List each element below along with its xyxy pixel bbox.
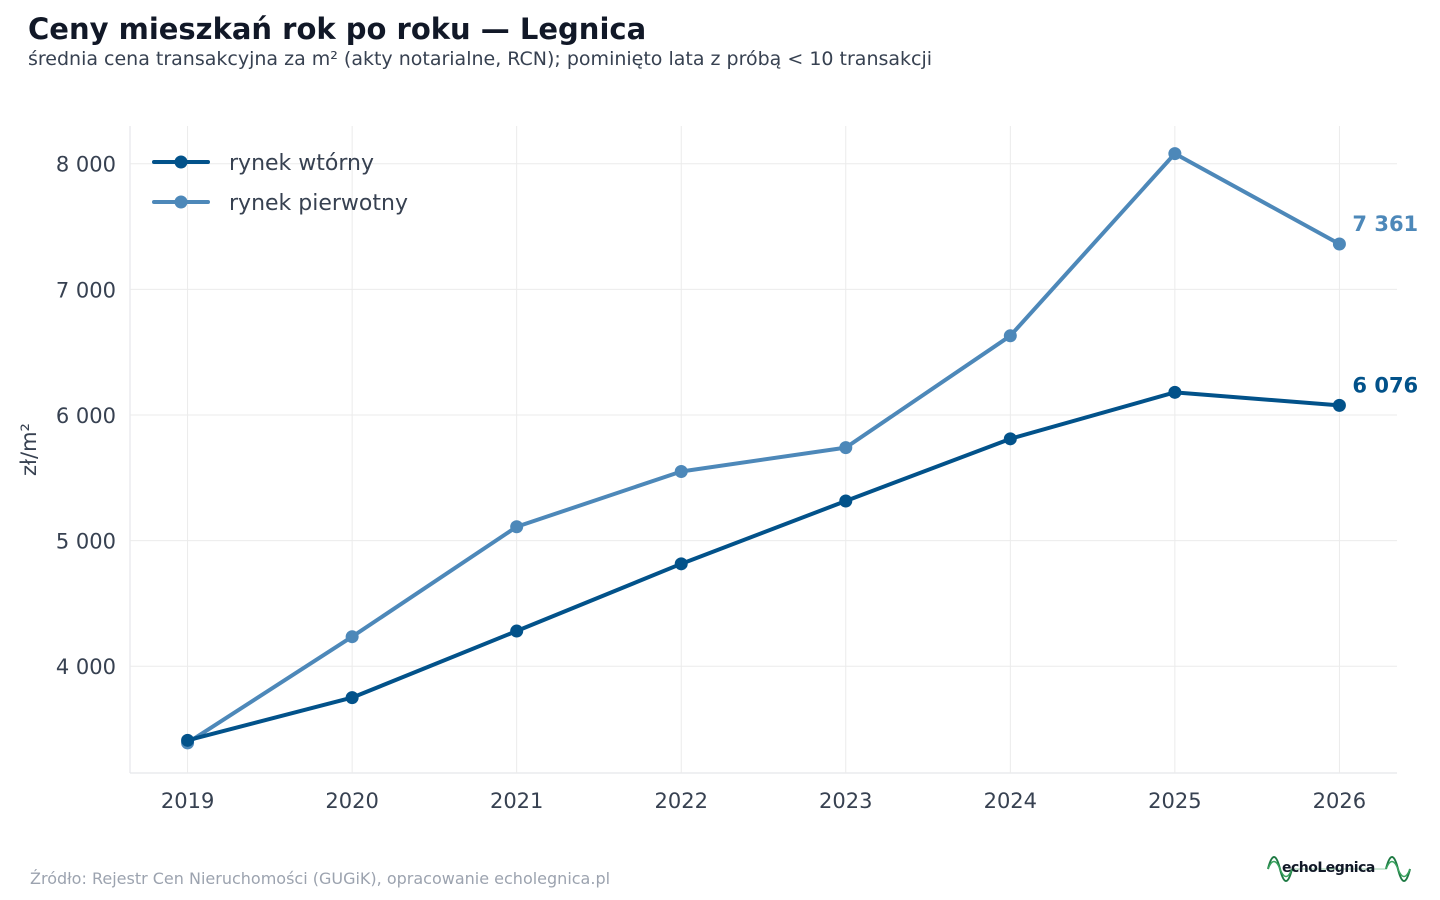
y-axis-label: zł/m² — [17, 423, 41, 476]
x-tick-label: 2021 — [490, 789, 543, 813]
echolegnica-logo: echoLegnica — [1266, 849, 1412, 889]
x-tick-label: 2023 — [819, 789, 872, 813]
data-point — [345, 630, 359, 644]
legend-swatch-marker — [174, 155, 188, 169]
data-point — [1003, 432, 1017, 446]
chart-subtitle: średnia cena transakcyjna za m² (akty no… — [28, 48, 933, 70]
x-tick-label: 2026 — [1313, 789, 1366, 813]
data-point — [1332, 237, 1346, 251]
x-tick-label: 2020 — [325, 789, 378, 813]
data-point — [1332, 398, 1346, 412]
legend-label: rynek wtórny — [229, 151, 374, 176]
logo-text: echoLegnica — [1282, 860, 1375, 876]
legend-swatch-marker — [174, 195, 188, 209]
y-tick-label: 4 000 — [56, 655, 116, 679]
end-value-label: 7 361 — [1352, 212, 1418, 236]
data-point — [839, 441, 853, 455]
y-tick-label: 6 000 — [56, 404, 116, 428]
legend-label: rynek pierwotny — [229, 191, 408, 216]
x-tick-label: 2022 — [655, 789, 708, 813]
end-value-label: 6 076 — [1352, 373, 1418, 397]
y-tick-label: 8 000 — [56, 153, 116, 177]
data-point — [181, 733, 195, 747]
x-tick-label: 2019 — [161, 789, 214, 813]
data-point — [839, 494, 853, 508]
x-tick-label: 2025 — [1148, 789, 1201, 813]
y-tick-label: 5 000 — [56, 530, 116, 554]
series-line — [185, 390, 1342, 743]
data-point — [674, 557, 688, 571]
data-point — [674, 464, 688, 478]
y-tick-label: 7 000 — [56, 278, 116, 302]
data-point — [1168, 385, 1182, 399]
chart-title: Ceny mieszkań rok po roku — Legnica — [28, 12, 647, 46]
data-point — [1168, 147, 1182, 161]
data-point — [510, 624, 524, 638]
data-point — [510, 520, 524, 534]
source-note: Źródło: Rejestr Cen Nieruchomości (GUGiK… — [30, 869, 611, 888]
series-line — [185, 151, 1342, 745]
data-point — [345, 691, 359, 705]
logo-wave-icon — [1267, 856, 1411, 882]
data-point — [1003, 329, 1017, 343]
x-tick-label: 2024 — [984, 789, 1037, 813]
